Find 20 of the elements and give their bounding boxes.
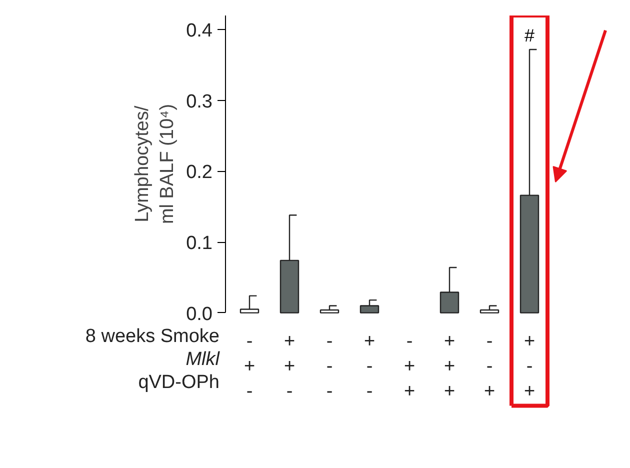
- y-tick-label: 0.1: [186, 233, 213, 254]
- y-axis-title: Lymphocytes/ ml BALF (10⁴): [132, 104, 178, 224]
- x-tick-label: + - +: [524, 330, 536, 402]
- x-tick-label: - - +: [484, 330, 496, 402]
- x-tick-label: + + -: [284, 330, 296, 402]
- x-tick-label: + - -: [364, 330, 376, 402]
- bar: [480, 309, 500, 314]
- x-tick-label: - + -: [244, 330, 256, 402]
- x-tick-label: - + +: [404, 330, 416, 402]
- annotation: #: [524, 25, 535, 46]
- bar: [320, 309, 340, 314]
- text: qVD-OPh: [138, 372, 220, 393]
- y-tick-label: 0.3: [186, 91, 213, 112]
- y-tick-label: 0.0: [186, 304, 213, 325]
- y-tick-label: 0.4: [186, 20, 213, 42]
- y-tick-label: 0.2: [186, 162, 213, 184]
- text: Mlkl: [186, 348, 220, 370]
- x-tick-label: - - -: [326, 330, 333, 402]
- text: 8 weeks Smoke: [85, 326, 220, 347]
- x-tick-label: + + +: [444, 330, 456, 402]
